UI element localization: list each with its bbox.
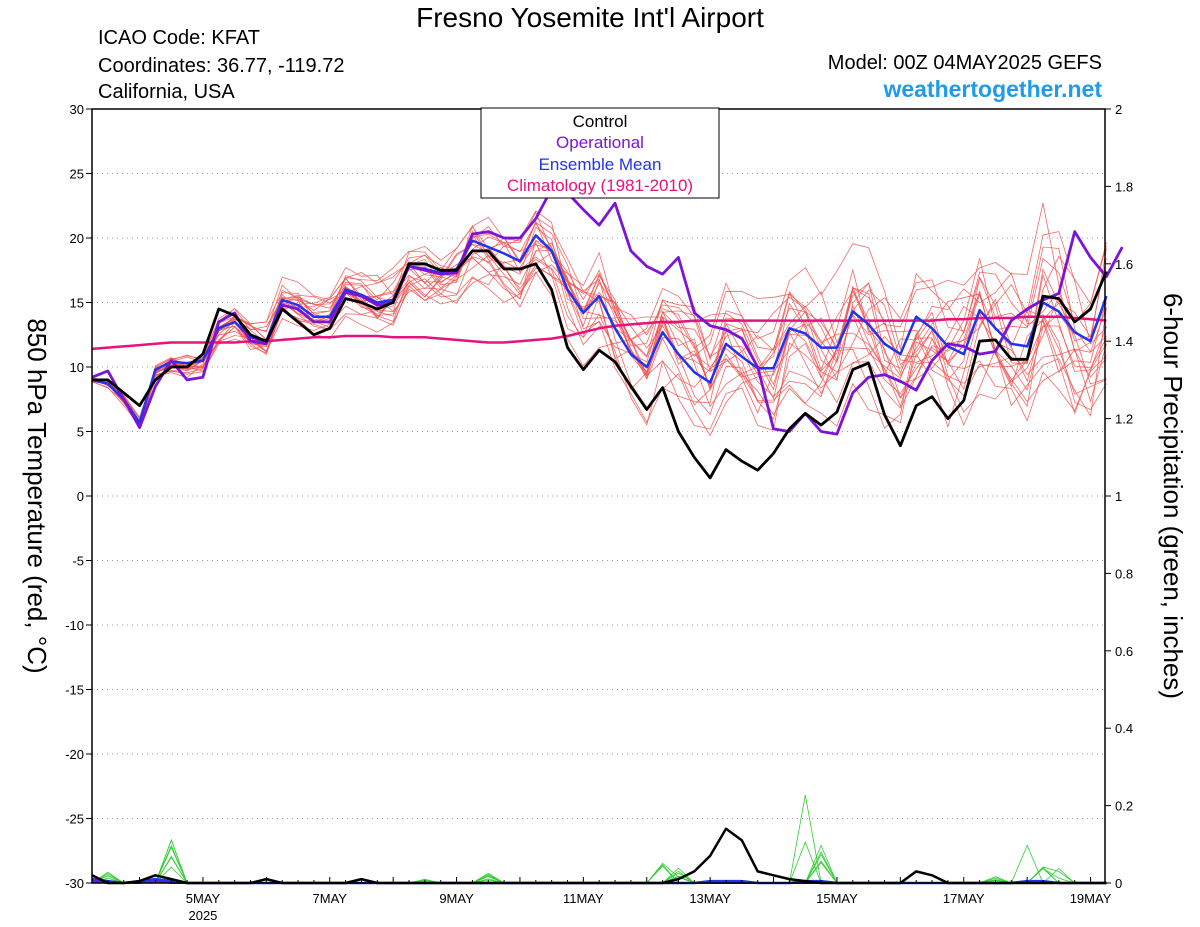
x-tick-label: 9MAY	[439, 891, 474, 906]
y2-tick-label: 2	[1115, 102, 1122, 117]
region: California, USA	[98, 81, 235, 103]
y-tick-label: 15	[70, 296, 84, 311]
temp-member-line	[91, 216, 1107, 437]
y-tick-label: 10	[70, 360, 84, 375]
x-tick-label: 11MAY	[563, 891, 604, 906]
legend-box	[480, 107, 720, 199]
y-tick-label: -20	[65, 747, 84, 762]
y-tick-label: 0	[77, 489, 84, 504]
precip-members	[91, 794, 1091, 884]
climatology-line	[91, 315, 1107, 351]
y-tick-label: -5	[72, 554, 84, 569]
x-tick-label: 19MAY	[1070, 891, 1112, 906]
y2-tick-label: 0.6	[1115, 644, 1133, 659]
y2-axis-label: 6-hour Precipitation (green, inches)	[1158, 293, 1188, 699]
precip-control-line	[91, 827, 1107, 885]
temp-member-line	[91, 220, 1107, 429]
y-tick-label: 5	[77, 425, 84, 440]
model-run: Model: 00Z 04MAY2025 GEFS	[827, 52, 1102, 74]
legend-ensemble-mean: Ensemble Mean	[539, 155, 662, 174]
legend: Control Operational Ensemble Mean Climat…	[480, 107, 720, 199]
y-tick-label: -15	[65, 683, 84, 698]
y2-axis-ticks: 2 1.8 1.6 1.4 1.2 1 0.8 0.6 0.4 0.2 0	[1105, 102, 1133, 891]
precip-member-line	[92, 794, 1091, 884]
y2-tick-label: 0.2	[1115, 799, 1133, 814]
y2-tick-label: 1.8	[1115, 179, 1133, 194]
site-link[interactable]: weathertogether.net	[883, 76, 1102, 102]
y2-tick-label: 0.4	[1115, 721, 1133, 736]
y2-tick-label: 1.4	[1115, 334, 1133, 349]
temp-member-line	[91, 221, 1107, 428]
temp-member-line	[91, 244, 1107, 427]
x-axis-ticks: 5MAY 2025 7MAY 9MAY 11MAY 13MAY 15MAY 17MAY 19MA…	[91, 877, 1112, 923]
y-axis-ticks: 30 25 20 15 10 5 0 -5 -10 -15 -20 -25 -30	[65, 102, 92, 891]
y-tick-label: 30	[70, 102, 84, 117]
x-tick-label: 5MAY	[186, 891, 221, 906]
legend-control: Control	[573, 112, 628, 131]
precip-member-line	[92, 838, 1091, 884]
y-tick-label: 20	[70, 231, 84, 246]
y-tick-label: -30	[65, 876, 84, 891]
x-tick-label: 17MAY	[943, 891, 985, 906]
temp-member-line	[91, 233, 1107, 423]
x-tick-sublabel: 2025	[188, 908, 217, 923]
coordinates: Coordinates: 36.77, -119.72	[98, 55, 345, 77]
y2-tick-label: 1.6	[1115, 257, 1133, 272]
temp-member-line	[91, 211, 1107, 419]
temp-member-line	[91, 202, 1107, 421]
temp-member-line	[91, 239, 1107, 424]
grid	[92, 173, 1105, 819]
precip-member-line	[91, 840, 1091, 884]
icao-code: ICAO Code: KFAT	[98, 27, 260, 49]
legend-operational: Operational	[556, 133, 644, 152]
y2-tick-label: 0.8	[1115, 566, 1133, 581]
y2-tick-label: 1	[1115, 489, 1122, 504]
x-tick-label: 7MAY	[313, 891, 348, 906]
x-tick-label: 15MAY	[816, 891, 858, 906]
control-line	[92, 249, 1108, 480]
y2-tick-label: 0	[1115, 876, 1122, 891]
legend-climatology: Climatology (1981-2010)	[507, 176, 693, 195]
precip-member-line	[91, 846, 1091, 884]
y-tick-label: 25	[70, 167, 84, 182]
temp-member-line	[91, 210, 1107, 426]
y-tick-label: -25	[65, 812, 84, 827]
y-tick-label: -10	[65, 618, 84, 633]
y2-tick-label: 1.2	[1115, 412, 1133, 427]
x-tick-label: 13MAY	[689, 891, 731, 906]
operational-line	[91, 187, 1124, 436]
precip-member-line	[91, 844, 1091, 884]
y-axis-label: 850 hPa Temperature (red, °C)	[22, 318, 52, 673]
chart-title: Fresno Yosemite Int'l Airport	[416, 2, 764, 33]
temp-member-line	[91, 244, 1107, 429]
